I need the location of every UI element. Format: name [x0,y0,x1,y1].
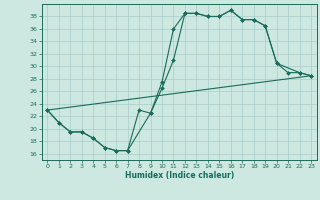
X-axis label: Humidex (Indice chaleur): Humidex (Indice chaleur) [124,171,234,180]
